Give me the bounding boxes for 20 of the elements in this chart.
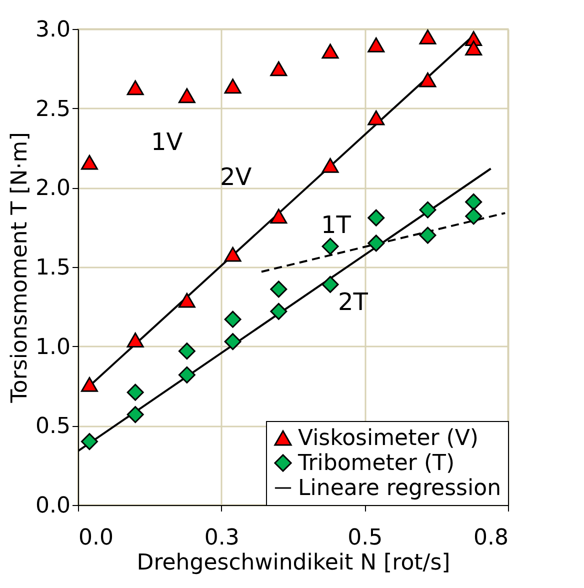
y-tick-label: 0.5 (36, 414, 70, 440)
y-tick-label: 3.0 (36, 18, 70, 42)
x-tick-label: 0.0 (78, 526, 114, 550)
annotation: 2V (220, 163, 252, 191)
y-tick-label: 0.0 (36, 494, 70, 518)
x-tick-label: 0.3 (204, 526, 240, 550)
x-axis-title: Drehgeschwindikeit N [rot/s] (136, 550, 450, 576)
annotation: 1T (321, 211, 352, 239)
y-tick-label: 1.5 (36, 256, 70, 280)
legend-label: Viskosimeter (V) (298, 426, 479, 451)
y-axis-title: Torsionsmoment T [N·m] (8, 132, 33, 404)
y-tick-label: 2.5 (36, 96, 70, 122)
annotation: 1V (151, 128, 184, 156)
y-tick-label: 1.0 (36, 334, 70, 360)
y-tick-label: 2.0 (36, 176, 70, 202)
legend-label: Lineare regression (298, 476, 502, 501)
x-tick-label: 0.8 (474, 526, 508, 550)
legend-label: Tribometer (T) (297, 451, 455, 476)
x-tick-label: 0.5 (348, 526, 383, 550)
annotation: 2T (338, 288, 368, 316)
